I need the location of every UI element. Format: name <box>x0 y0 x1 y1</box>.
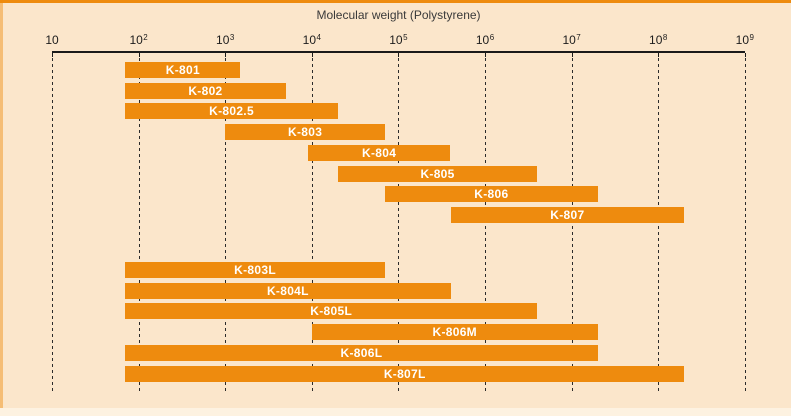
gridline <box>485 58 486 391</box>
bar-k-805: K-805 <box>337 165 538 182</box>
bar-k-806: K-806 <box>385 186 598 203</box>
axis-tick-mark <box>571 53 573 57</box>
axis-tick-label: 107 <box>562 33 581 47</box>
axis-tick-mark <box>52 53 53 57</box>
gridline <box>658 58 660 391</box>
x-axis-line <box>52 51 745 53</box>
bar-k-804l: K-804L <box>125 282 451 299</box>
bar-label: K-803L <box>234 263 276 277</box>
bar-k-806l: K-806L <box>125 344 598 361</box>
axis-tick-label: 105 <box>389 33 408 47</box>
bar-k-807l: K-807L <box>125 365 685 382</box>
axis-tick-mark <box>744 53 746 57</box>
gridline <box>225 58 227 391</box>
axis-tick-mark <box>138 53 140 57</box>
bar-label: K-805L <box>310 304 353 319</box>
top-edge-strip <box>0 0 791 3</box>
axis-tick-label: 106 <box>475 33 495 47</box>
bar-k-807: K-807 <box>450 206 685 223</box>
gridline <box>311 58 313 391</box>
bar-k-802: K-802 <box>125 82 286 99</box>
axis-tick-label: 102 <box>129 33 148 47</box>
axis-tick-label: 10 <box>45 33 59 47</box>
axis-tick-mark <box>311 53 313 57</box>
bar-k-806m: K-806M <box>311 324 598 341</box>
bar-k-803: K-803 <box>225 124 385 141</box>
bar-k-805l: K-805L <box>125 303 538 320</box>
bar-label: K-804L <box>266 283 309 298</box>
axis-tick-mark <box>658 53 660 57</box>
gridline <box>571 58 573 391</box>
bar-label: K-807 <box>550 207 585 222</box>
bar-label: K-806M <box>432 325 477 340</box>
bar-k-804: K-804 <box>307 144 451 161</box>
bar-label: K-802.5 <box>209 104 254 119</box>
left-edge-strip <box>0 0 3 408</box>
bar-label: K-805 <box>420 166 455 181</box>
chart-title: Molecular weight (Polystyrene) <box>316 8 481 22</box>
bar-label: K-806 <box>474 187 509 202</box>
axis-tick-mark <box>225 53 227 57</box>
axis-tick-label: 104 <box>302 33 321 47</box>
bar-k-802.5: K-802.5 <box>125 103 338 120</box>
gridline <box>398 58 400 391</box>
axis-tick-label: 103 <box>216 33 235 47</box>
axis-tick-mark <box>485 53 486 57</box>
bar-label: K-804 <box>362 145 397 160</box>
bar-label: K-803 <box>287 125 323 140</box>
gridline <box>52 58 53 391</box>
bar-label: K-802 <box>188 83 223 98</box>
axis-tick-label: 109 <box>735 33 754 47</box>
axis-tick-mark <box>398 53 400 57</box>
axis-tick-label: 108 <box>649 33 668 47</box>
bar-label: K-806L <box>340 345 383 360</box>
gridline <box>138 58 140 391</box>
bottom-edge-strip <box>0 408 791 416</box>
bar-k-803l: K-803L <box>125 262 385 278</box>
gridline <box>744 58 746 391</box>
bar-label: K-801 <box>165 63 200 77</box>
bar-label: K-807L <box>383 366 426 381</box>
bar-k-801: K-801 <box>125 62 241 78</box>
